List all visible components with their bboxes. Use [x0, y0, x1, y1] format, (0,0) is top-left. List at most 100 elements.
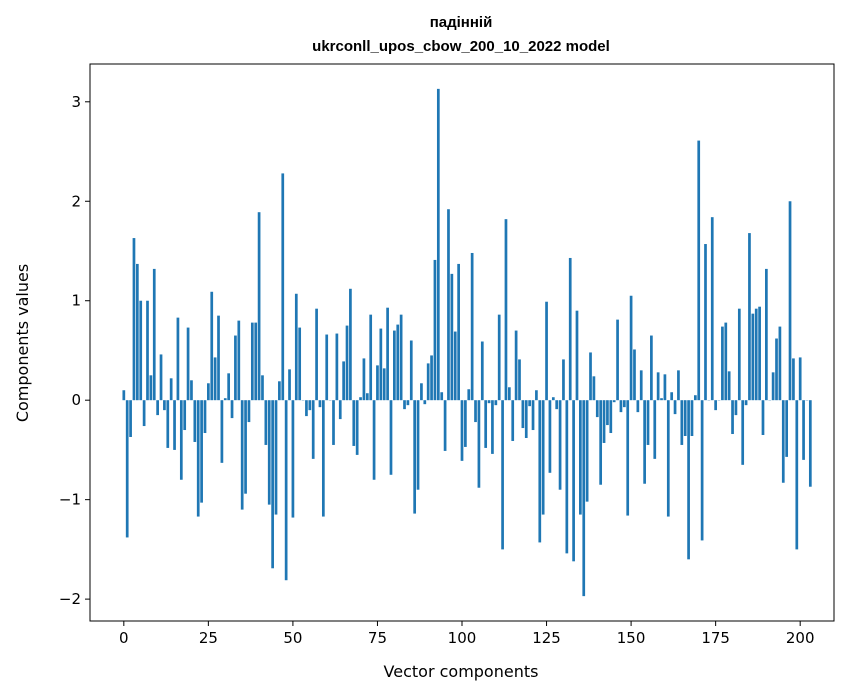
- bar-128: [555, 400, 559, 410]
- bar-43: [267, 400, 271, 505]
- bar-18: [183, 400, 187, 431]
- bar-79: [389, 400, 393, 475]
- bar-20: [190, 380, 193, 401]
- bar-81: [396, 324, 400, 401]
- bar-107: [484, 400, 488, 448]
- bar-45: [274, 400, 278, 515]
- bar-94: [440, 392, 444, 401]
- bar-21: [193, 400, 197, 442]
- bar-126: [548, 400, 552, 473]
- bar-140: [595, 400, 599, 418]
- bar-187: [754, 308, 758, 401]
- bar-130: [562, 359, 565, 401]
- bar-163: [673, 400, 677, 415]
- bar-135: [579, 400, 582, 515]
- bar-32: [230, 400, 234, 419]
- bar-113: [504, 219, 508, 401]
- bar-183: [741, 400, 745, 465]
- bar-22: [196, 400, 200, 517]
- bar-41: [261, 375, 264, 401]
- bar-178: [724, 322, 728, 401]
- bar-69: [355, 400, 359, 455]
- bar-179: [727, 371, 731, 401]
- bar-86: [413, 400, 417, 514]
- bar-108: [487, 400, 491, 404]
- bar-35: [240, 400, 244, 510]
- bar-38: [250, 322, 254, 401]
- bar-184: [744, 400, 748, 406]
- bar-15: [173, 400, 176, 450]
- bar-127: [551, 397, 555, 401]
- bar-67: [349, 288, 352, 401]
- bar-122: [535, 390, 538, 401]
- bar-106: [480, 341, 484, 401]
- x-axis-label: Vector components: [384, 662, 539, 681]
- bar-186: [751, 313, 755, 401]
- chart-title-line1: падінній: [430, 14, 493, 31]
- bar-131: [565, 400, 569, 554]
- bar-84: [406, 400, 410, 406]
- bar-96: [447, 209, 450, 401]
- bar-66: [345, 325, 349, 401]
- bar-138: [589, 352, 592, 401]
- bar-139: [592, 376, 596, 401]
- bar-0: [122, 390, 126, 401]
- bar-25: [207, 383, 210, 401]
- bar-169: [693, 395, 697, 401]
- bar-118: [521, 400, 525, 429]
- bar-144: [609, 400, 613, 434]
- bar-165: [680, 400, 684, 445]
- bar-172: [704, 244, 707, 401]
- bar-51: [294, 293, 298, 401]
- bar-103: [470, 252, 474, 401]
- bar-64: [338, 400, 342, 420]
- bar-111: [497, 314, 501, 401]
- bar-115: [511, 400, 515, 441]
- x-tick-label: 25: [199, 629, 218, 647]
- y-tick-label: 2: [71, 192, 81, 210]
- bar-13: [166, 400, 170, 448]
- bar-112: [501, 400, 504, 550]
- bar-70: [359, 397, 362, 401]
- bars-group: [122, 88, 812, 597]
- bar-8: [149, 375, 153, 401]
- bar-156: [650, 335, 653, 401]
- bar-193: [775, 338, 778, 401]
- bar-33: [234, 335, 237, 401]
- bar-74: [372, 400, 376, 480]
- bar-58: [318, 400, 322, 408]
- bar-30: [223, 398, 227, 401]
- bar-29: [220, 400, 224, 463]
- bar-119: [524, 400, 528, 438]
- bar-101: [464, 400, 467, 447]
- bar-168: [690, 400, 694, 436]
- bar-155: [646, 400, 650, 445]
- chart-title-line2: ukrconll_upos_cbow_200_10_2022 model: [312, 38, 610, 55]
- y-tick-label: 3: [71, 93, 81, 111]
- bar-161: [666, 400, 670, 517]
- bar-121: [531, 400, 535, 431]
- bar-116: [514, 330, 518, 401]
- bar-200: [798, 357, 802, 401]
- bar-133: [572, 400, 575, 562]
- bar-154: [643, 400, 646, 484]
- bar-31: [227, 373, 231, 401]
- bar-1: [125, 400, 129, 538]
- bar-105: [477, 400, 481, 488]
- bar-145: [612, 400, 616, 403]
- bar-171: [700, 400, 704, 541]
- bar-47: [281, 173, 285, 401]
- x-tick-label: 125: [532, 629, 561, 647]
- x-tick-label: 75: [368, 629, 387, 647]
- bar-124: [541, 400, 545, 515]
- bar-89: [423, 400, 427, 405]
- bar-99: [457, 263, 460, 401]
- bar-177: [721, 326, 724, 401]
- bar-76: [379, 328, 383, 401]
- bar-77: [382, 368, 386, 401]
- bar-3: [132, 238, 136, 401]
- bar-120: [528, 400, 531, 407]
- bar-28: [217, 315, 220, 401]
- bar-5: [139, 300, 143, 401]
- bar-190: [765, 268, 768, 401]
